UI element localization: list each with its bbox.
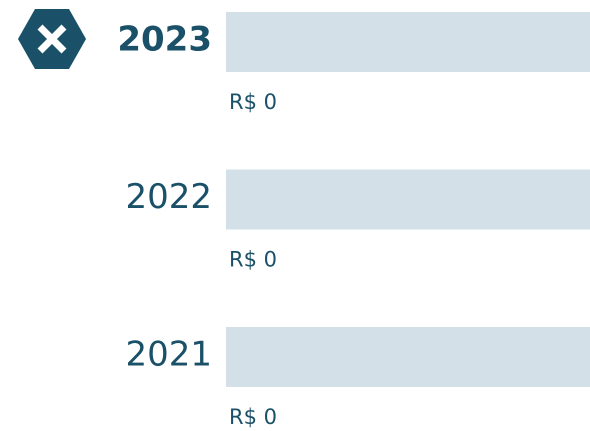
bar-track [226, 12, 590, 72]
close-icon[interactable] [18, 9, 86, 69]
x-stroke [37, 24, 67, 54]
value-label: R$ 0 [229, 405, 277, 429]
year-label: 2022 [125, 177, 212, 217]
bar-track [226, 169, 590, 230]
bar-track [226, 327, 590, 387]
value-label: R$ 0 [229, 248, 277, 272]
year-label: 2021 [125, 335, 212, 375]
year-label: 2023 [117, 20, 212, 60]
value-label: R$ 0 [229, 90, 277, 114]
